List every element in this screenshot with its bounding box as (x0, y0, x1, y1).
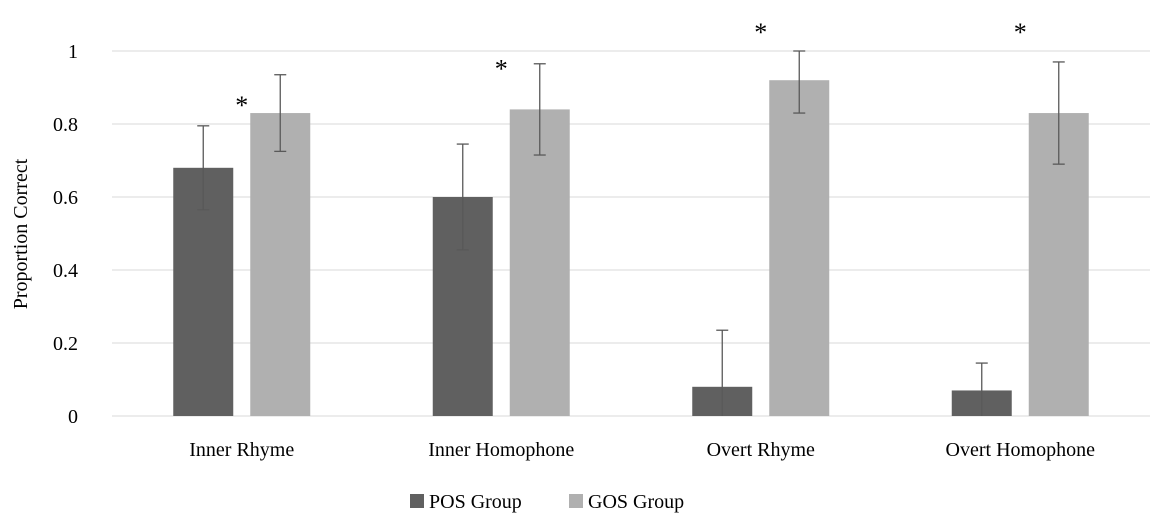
y-tick-label: 0 (68, 406, 78, 428)
bar-gos (509, 109, 570, 417)
error-bar (197, 125, 210, 211)
error-bars (197, 50, 1065, 416)
significance-asterisk: * (1014, 18, 1027, 47)
error-bar (456, 143, 469, 251)
category-label: Inner Rhyme (189, 439, 294, 461)
legend-swatch (410, 494, 424, 508)
bar-gos (250, 113, 311, 417)
bar-gos (769, 80, 830, 416)
legend-label: POS Group (429, 491, 522, 513)
category-labels: Inner Rhyme Inner Homophone Overt Rhyme Ove… (189, 439, 1095, 461)
y-tick-label: 0.2 (53, 333, 78, 355)
bars (173, 80, 1089, 417)
y-tick-label: 0.4 (53, 260, 78, 282)
legend-item-pos: POS Group (410, 491, 522, 513)
y-axis-title: Proportion Correct (10, 158, 32, 309)
significance-asterisk: * (495, 55, 508, 84)
legend-item-gos: GOS Group (569, 491, 684, 513)
y-tick-label: 1 (68, 41, 78, 63)
significance-markers: * * * * (235, 18, 1027, 120)
category-label: Overt Rhyme (707, 439, 815, 461)
legend-swatch (569, 494, 583, 508)
error-bar (793, 50, 806, 114)
error-bar (533, 63, 546, 156)
error-bar (975, 362, 988, 416)
error-bar (716, 329, 729, 416)
legend-label: GOS Group (588, 491, 684, 513)
category-label: Inner Homophone (428, 439, 574, 461)
error-bar (274, 74, 287, 153)
significance-asterisk: * (235, 91, 248, 120)
legend: POS Group GOS Group (410, 491, 684, 513)
category-label: Overt Homophone (946, 439, 1096, 461)
error-bar (1052, 61, 1065, 165)
y-tick-labels: 0 0.2 0.4 0.6 0.8 1 (53, 41, 78, 428)
y-tick-label: 0.6 (53, 187, 78, 209)
significance-asterisk: * (754, 18, 767, 47)
y-tick-label: 0.8 (53, 114, 78, 136)
